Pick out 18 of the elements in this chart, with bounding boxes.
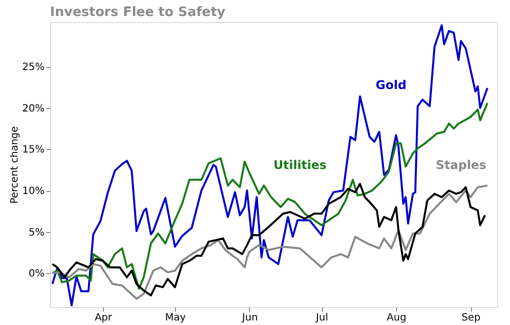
series-label: Staples [436,158,486,172]
y-tick-label: 20% [22,103,44,114]
y-tick-label: 5% [28,227,44,238]
y-tick-label: 10% [22,186,44,198]
x-tick-label: Apr [94,312,113,324]
series-label: Utilities [274,158,326,172]
y-tick-label: 25% [22,62,44,74]
y-tick-label: 15% [22,144,44,156]
x-tick-label: Aug [386,312,406,324]
x-tick-label: Jun [241,312,258,324]
series-label: Gold [376,78,406,92]
y-axis-title: Percent change [9,126,20,204]
chart-title: Investors Flee to Safety [50,5,226,20]
line-series [51,102,488,290]
x-tick-label: Jul [315,312,328,324]
x-tick-label: Sep [462,312,480,324]
x-tick-label: May [165,312,186,324]
y-tick-label: 0% [28,268,44,280]
